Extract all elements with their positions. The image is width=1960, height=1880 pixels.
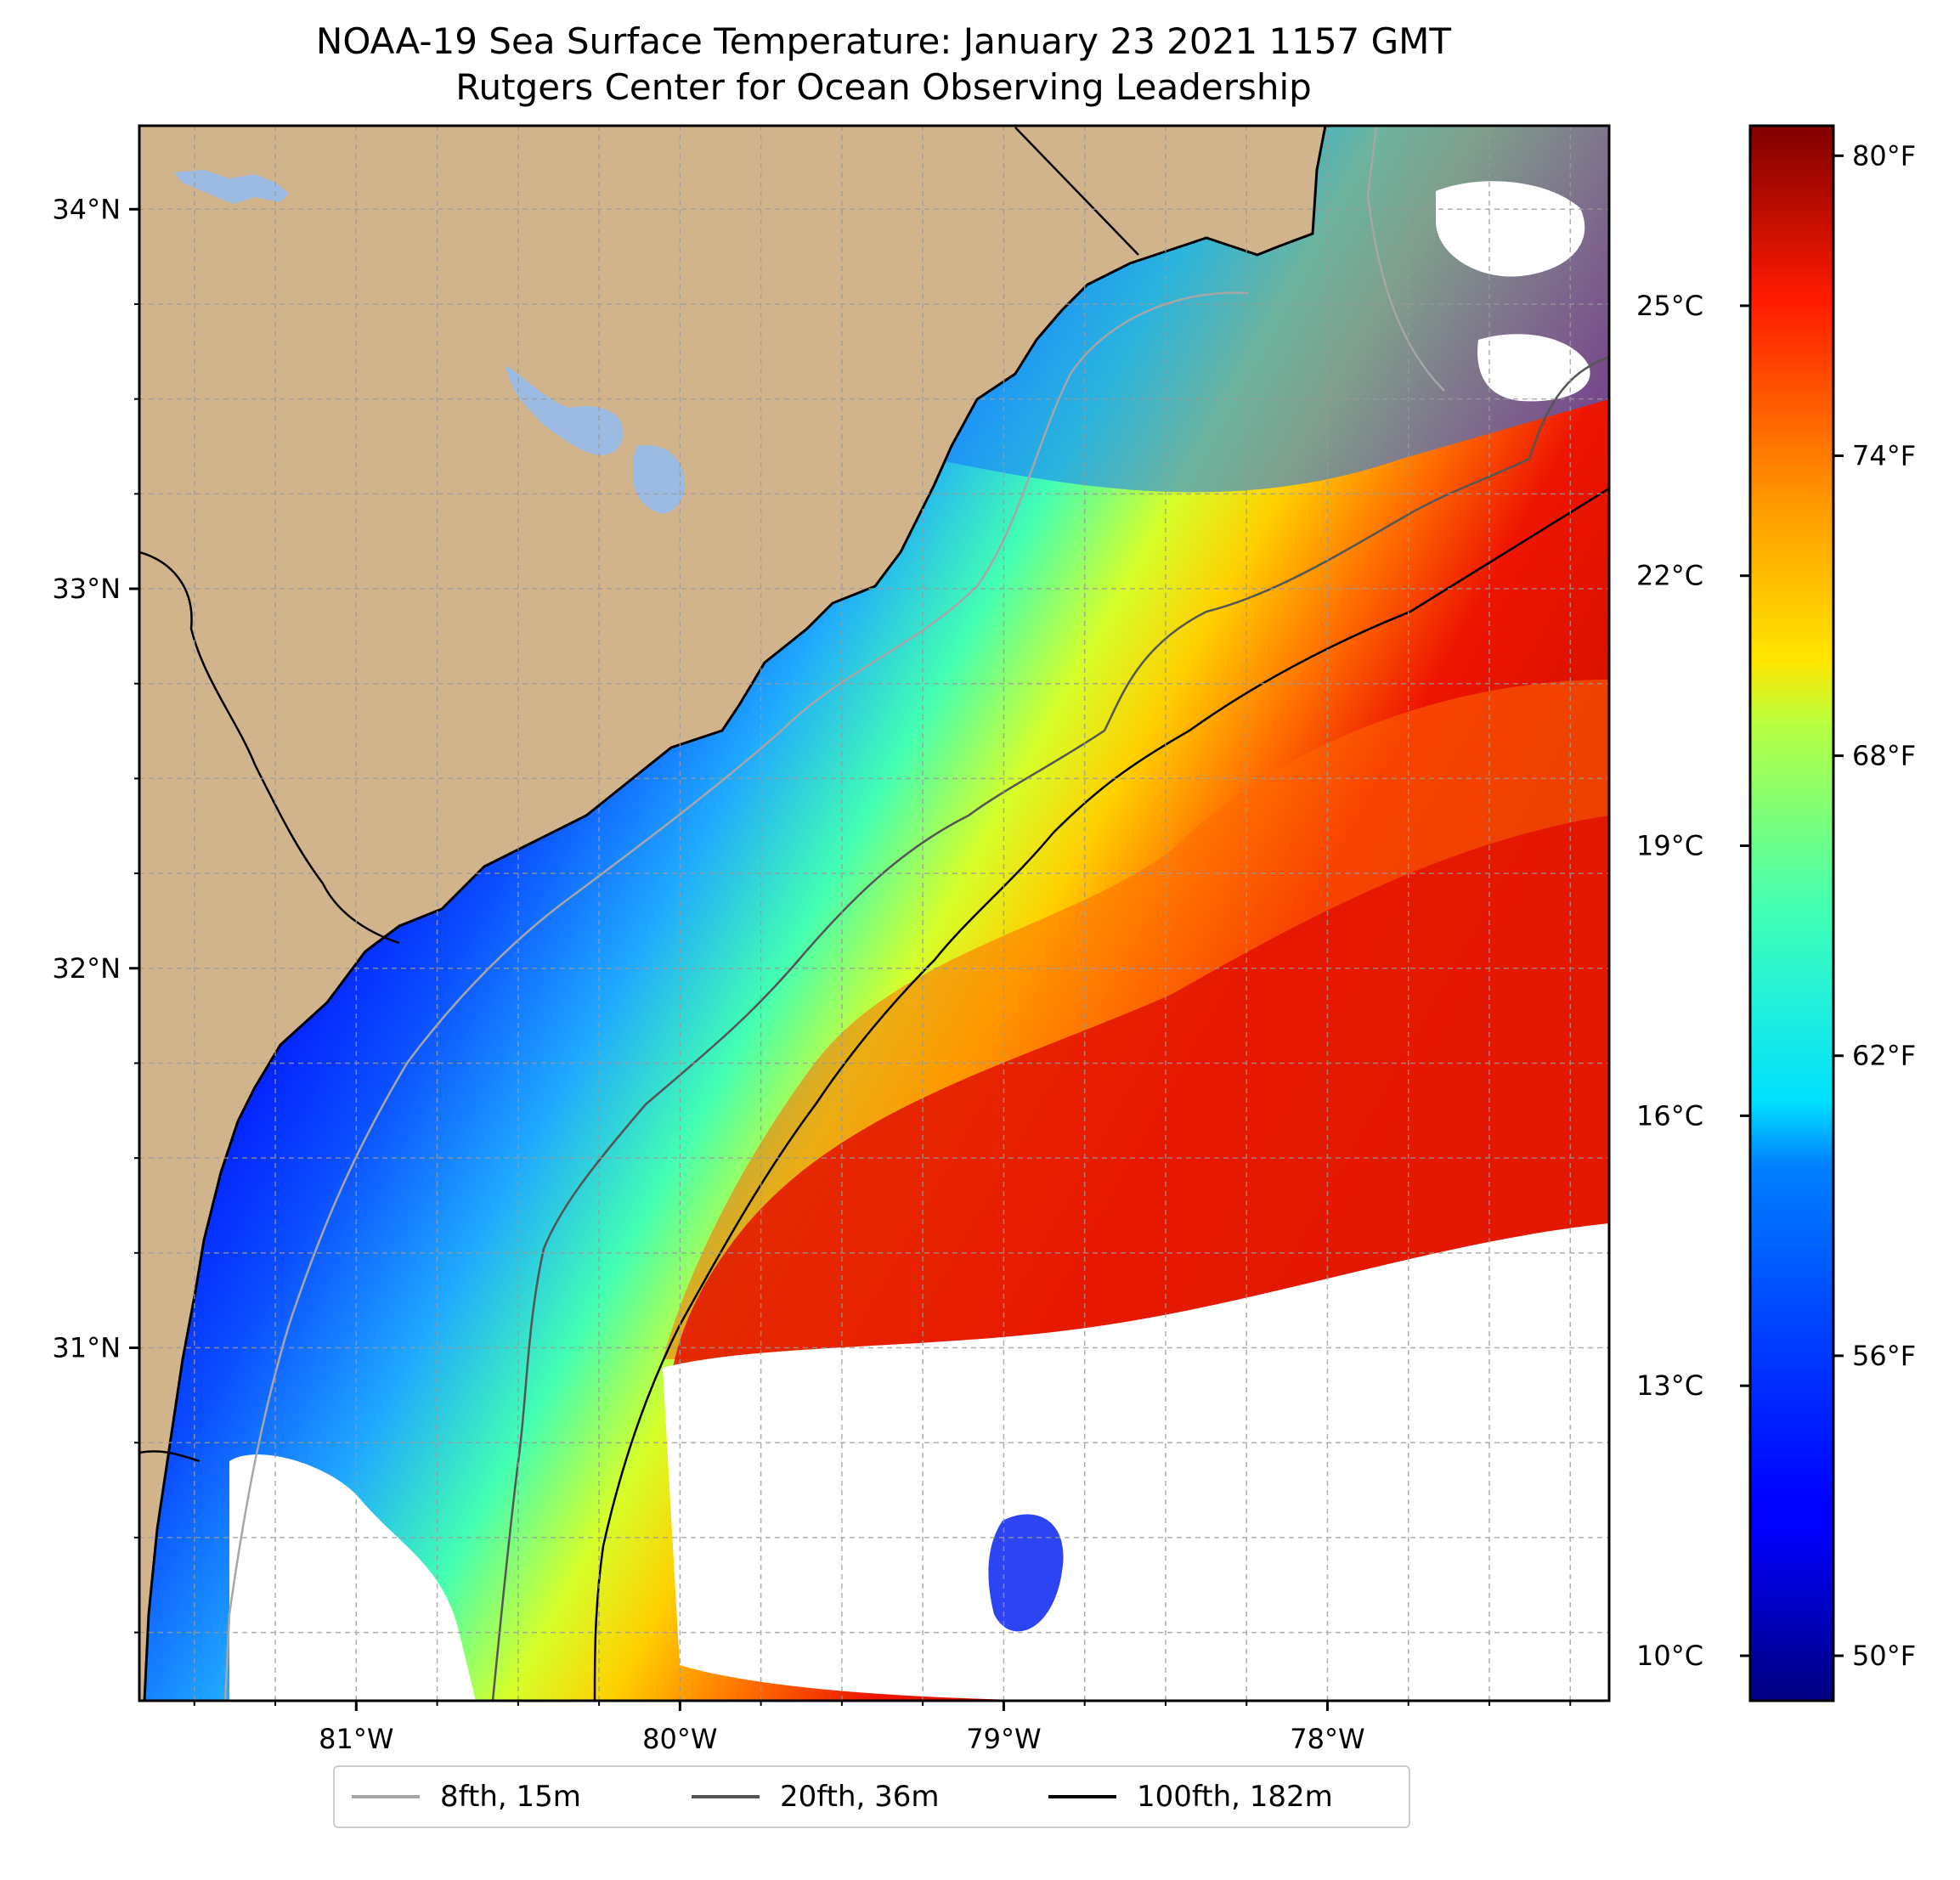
- legend-label-20fth: 20fth, 36m: [780, 1780, 940, 1814]
- land-mass: [139, 126, 1327, 1701]
- isobath-100fth: [593, 487, 1609, 1701]
- isobath-8fth: [1366, 127, 1445, 392]
- fahrenheit-tick-label: 74°F: [1852, 439, 1916, 471]
- lon-tick-label: 78°W: [1290, 1723, 1364, 1755]
- legend-line-20fth: [692, 1795, 760, 1798]
- colorbar: [1748, 124, 1835, 1702]
- fahrenheit-tick-label: 68°F: [1852, 740, 1916, 772]
- legend-line-8fth: [352, 1795, 420, 1798]
- cloud-mask-east: [1477, 334, 1590, 402]
- isobath-legend: 8fth, 15m 20fth, 36m 100fth, 182m: [333, 1765, 1410, 1828]
- state-border-sc-ga: [139, 550, 400, 945]
- gulf-stream-core: [671, 816, 1609, 1376]
- longitude-axis: 81°W 80°W 79°W 78°W: [193, 1701, 1572, 1755]
- latitude-axis: 34°N 33°N 32°N 31°N: [52, 193, 139, 1634]
- cloud-mask-southwest: [229, 1454, 476, 1701]
- fahrenheit-tick-label: 62°F: [1852, 1040, 1916, 1072]
- colorbar-celsius-axis: 25°C 22°C 19°C 16°C 13°C 10°C: [1636, 290, 1750, 1672]
- celsius-tick-label: 19°C: [1636, 830, 1703, 862]
- celsius-tick-label: 13°C: [1636, 1369, 1703, 1402]
- legend-item-8fth: 8fth, 15m: [352, 1767, 581, 1826]
- map-frame: [138, 124, 1611, 1702]
- cool-shelf-water-north: [850, 126, 1609, 493]
- isobath-20fth: [491, 355, 1609, 1701]
- celsius-tick-label: 10°C: [1636, 1640, 1703, 1672]
- state-border-nc-sc: [1014, 127, 1139, 256]
- lat-tick-label: 31°N: [52, 1332, 121, 1364]
- fahrenheit-tick-label: 50°F: [1852, 1640, 1916, 1672]
- fahrenheit-tick-label: 56°F: [1852, 1340, 1916, 1372]
- fahrenheit-tick-label: 80°F: [1852, 139, 1916, 172]
- celsius-tick-label: 16°C: [1636, 1099, 1703, 1132]
- cold-patch-offshore: [988, 1514, 1064, 1632]
- legend-label-8fth: 8fth, 15m: [440, 1780, 581, 1814]
- map-area: [139, 126, 1609, 1701]
- lake-moultrie: [633, 445, 686, 514]
- legend-line-100fth: [1048, 1795, 1116, 1798]
- lon-tick-label: 79°W: [966, 1723, 1041, 1755]
- state-border-ga-fl: [139, 1450, 201, 1463]
- legend-item-20fth: 20fth, 36m: [692, 1767, 940, 1826]
- lon-tick-label: 80°W: [642, 1723, 717, 1755]
- lat-tick-label: 34°N: [52, 193, 121, 225]
- lake-marion: [506, 365, 624, 455]
- legend-item-100fth: 100fth, 182m: [1048, 1767, 1333, 1826]
- cloud-mask-south: [663, 1223, 1609, 1701]
- celsius-tick-label: 22°C: [1636, 560, 1703, 592]
- map-subtitle: Rutgers Center for Ocean Observing Leade…: [455, 66, 1312, 108]
- lon-tick-label: 81°W: [319, 1723, 393, 1755]
- map-title: NOAA-19 Sea Surface Temperature: January…: [315, 20, 1452, 62]
- celsius-tick-label: 25°C: [1636, 290, 1703, 322]
- map-gridlines: [139, 126, 1609, 1701]
- cloud-mask-northeast: [1436, 181, 1585, 277]
- lat-tick-label: 32°N: [52, 952, 121, 985]
- lake-north: [174, 170, 289, 204]
- lat-tick-label: 33°N: [52, 573, 121, 605]
- legend-label-100fth: 100fth, 182m: [1137, 1780, 1333, 1814]
- isobath-8fth-coastal: [223, 291, 1250, 1701]
- colorbar-fahrenheit-axis: 80°F 74°F 68°F 62°F 56°F 50°F: [1833, 139, 1916, 1672]
